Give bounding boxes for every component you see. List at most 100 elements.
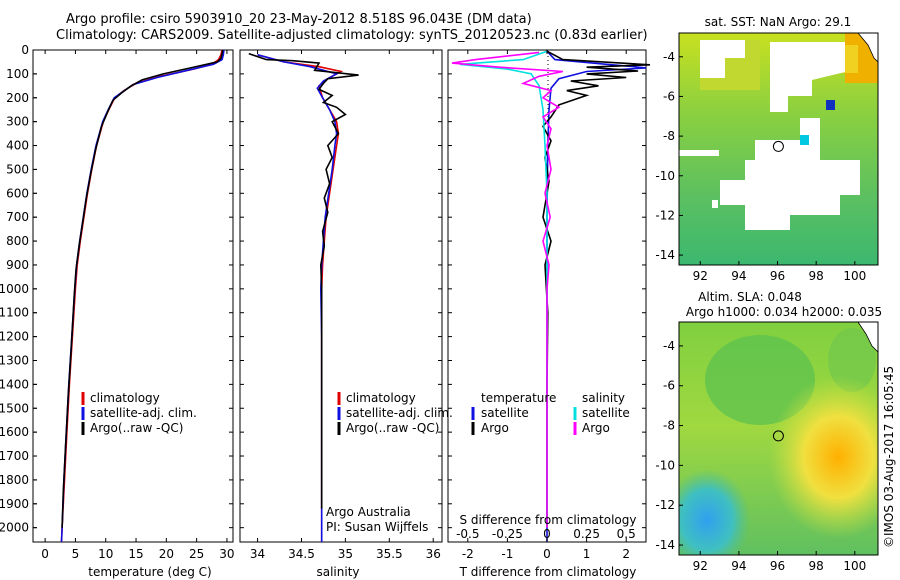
temperature-panel: 0100200300400500600700800900100011001200… [0, 43, 235, 579]
salinity-series [240, 49, 442, 542]
temperature-x-axis: 0 5 10 15 20 25 30 [41, 50, 235, 561]
y-tick-label: 200 [6, 91, 29, 105]
x-tick-label: 20 [159, 547, 174, 561]
s-diff-tick-label: -0.5 [456, 527, 479, 541]
lat-tick-label: -8 [663, 419, 675, 433]
credit-argo-australia: Argo Australia [326, 505, 411, 519]
lat-tick-label: -10 [655, 169, 675, 183]
legend-title-temperature: temperature [481, 391, 556, 405]
s-diff-tick-label: 0.25 [573, 527, 600, 541]
sla-map-title-line2: Argo h1000: 0.034 h2000: 0.035 [686, 305, 882, 319]
lat-tick-label: -12 [655, 498, 675, 512]
lat-tick-label: -14 [655, 538, 675, 552]
series-line-s-satellite [459, 50, 548, 528]
y-tick-label: 1700 [0, 449, 29, 463]
y-tick-label: 1200 [0, 330, 29, 344]
sla-map-title-line1: Altim. SLA: 0.048 [698, 290, 802, 304]
x-tick-label: 25 [189, 547, 204, 561]
temperature-axes-frame [32, 49, 234, 543]
s-diff-tick-label: 0 [543, 527, 551, 541]
y-tick-label: 900 [6, 258, 29, 272]
x-tick-label: -2 [462, 547, 474, 561]
x-tick-label: 10 [98, 547, 113, 561]
sst-cold-patch [826, 100, 835, 110]
lon-tick-label: 94 [731, 269, 746, 283]
y-tick-label: 500 [6, 162, 29, 176]
y-tick-label: 400 [6, 139, 29, 153]
series-line-t-satellite [546, 50, 647, 542]
y-tick-label: 1500 [0, 401, 29, 415]
y-tick-label: 1100 [0, 306, 29, 320]
salinity-xlabel: salinity [316, 565, 359, 579]
salinity-x-axis: 34 34.5 35 35.5 36 [250, 50, 441, 561]
legend-title-salinity: salinity [582, 391, 625, 405]
sst-map: sat. SST: NaN Argo: 29.1 92 94 96 98 100 -4 -6… [655, 15, 879, 283]
depth-axis: 0 100 200 300 400 500 600 700 800 900 1000 1100 1200… [0, 43, 37, 535]
y-tick-label: 1400 [0, 377, 29, 391]
lon-tick-label: 98 [809, 269, 824, 283]
y-tick-label: 1000 [0, 282, 29, 296]
sst-missing-data [720, 118, 860, 230]
salinity-panel: 34 34.5 35 35.5 36 salinity climatology sate… [239, 49, 453, 579]
salinity-legend: climatology satellite-adj. clim. Argo(..… [337, 391, 453, 435]
lon-tick-label: 96 [770, 269, 785, 283]
x-tick-label: 30 [219, 547, 234, 561]
x-tick-label: 34.5 [288, 547, 315, 561]
imos-credit: ©IMOS 03-Aug-2017 16:05:45 [882, 366, 896, 548]
y-tick-label: 2000 [0, 521, 29, 535]
temperature-legend: climatology satellite-adj. clim. Argo(..… [81, 391, 197, 435]
y-tick-label: 1300 [0, 353, 29, 367]
lat-tick-label: -8 [663, 129, 675, 143]
y-tick-label: 1900 [0, 497, 29, 511]
difference-series [448, 49, 651, 542]
sst-map-title: sat. SST: NaN Argo: 29.1 [705, 15, 852, 29]
x-tick-label: 1 [583, 547, 591, 561]
x-tick-label: 34 [250, 547, 265, 561]
difference-panel: -2 -1 0 1 2 -0.5 -0.25 0 0.25 0.5 temperature sat… [447, 49, 651, 579]
x-tick-label: 35.5 [376, 547, 403, 561]
sst-map-frame [678, 32, 879, 266]
sst-cold-patch [800, 135, 809, 145]
series-line-argo-raw-qc- [61, 49, 224, 528]
series-line-climatology [60, 49, 223, 543]
sla-map-frame [678, 321, 879, 556]
legend-label-climatology: climatology [90, 391, 160, 405]
credit-pi: PI: Susan Wijffels [326, 520, 428, 534]
legend-label-t-argo: Argo [481, 421, 509, 435]
x-tick-label: 35 [338, 547, 353, 561]
lon-tick-label: 92 [693, 269, 708, 283]
salinity-axes-frame [239, 49, 443, 543]
sst-missing-data [679, 150, 719, 156]
temperature-xlabel: temperature (deg C) [88, 565, 211, 579]
lon-tick-label: 96 [770, 559, 785, 573]
sla-low-anomaly [679, 322, 878, 555]
x-tick-label: 5 [72, 547, 80, 561]
sst-map-axes: 92 94 96 98 100 -4 -6 -8 -10 -12 -14 [655, 50, 866, 283]
x-tick-label: 0 [41, 547, 49, 561]
lat-tick-label: -6 [663, 89, 675, 103]
lon-tick-label: 100 [843, 559, 866, 573]
lat-tick-label: -10 [655, 458, 675, 472]
x-tick-label: 0 [543, 547, 551, 561]
difference-legend: temperature satellite Argo salinity sate… [471, 391, 630, 435]
lat-tick-label: -12 [655, 208, 675, 222]
difference-x-axis: -2 -1 0 1 2 -0.5 -0.25 0 0.25 0.5 [456, 50, 636, 561]
series-line-t-argo [542, 50, 651, 528]
s-difference-label: S difference from climatology [460, 513, 637, 527]
y-tick-label: 300 [6, 115, 29, 129]
x-tick-label: 36 [426, 547, 441, 561]
sst-missing-data [700, 40, 745, 78]
chart-title-line1: Argo profile: csiro 5903910_20 23-May-20… [66, 12, 532, 27]
temperature-series [33, 49, 233, 543]
y-tick-label: 800 [6, 234, 29, 248]
lat-tick-label: -6 [663, 379, 675, 393]
sst-missing-data [770, 42, 845, 112]
sla-field [679, 321, 879, 555]
s-diff-tick-label: -0.25 [492, 527, 523, 541]
legend-label-s-satellite: satellite [582, 406, 630, 420]
legend-label-argo: Argo(..raw -QC) [90, 421, 183, 435]
sst-missing-data [712, 200, 718, 208]
chart-title-line2: Climatology: CARS2009. Satellite-adjuste… [56, 28, 648, 43]
y-tick-label: 600 [6, 186, 29, 200]
